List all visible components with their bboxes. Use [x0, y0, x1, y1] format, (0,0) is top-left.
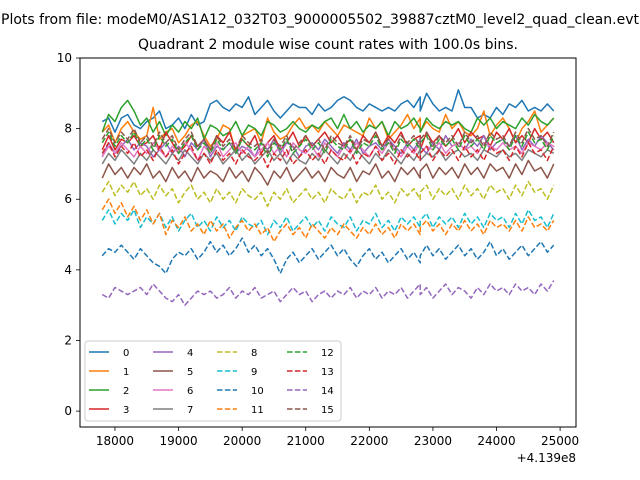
x-tick-label: 19000 [159, 434, 197, 448]
x-tick-label: 22000 [350, 434, 388, 448]
y-tick-label: 4 [64, 263, 72, 277]
legend-label-7: 7 [187, 405, 193, 416]
y-tick-label: 8 [64, 122, 72, 136]
legend-label-15: 15 [321, 405, 334, 416]
legend-label-2: 2 [123, 386, 129, 397]
series-line-15 [101, 127, 555, 155]
series-layer [101, 89, 555, 306]
axis-ticks: 18000 19000 20000 21000 22000 23000 24000 25000… [57, 51, 579, 448]
legend-label-11: 11 [251, 405, 264, 416]
series-line-13 [101, 142, 555, 169]
legend-label-6: 6 [187, 386, 193, 397]
legend-label-4: 4 [187, 348, 193, 359]
legend-label-3: 3 [123, 405, 129, 416]
figure-suptitle: Plots from file: modeM0/AS1A12_032T03_90… [1, 12, 639, 28]
series-line-5 [101, 159, 555, 186]
plot-frame [79, 57, 577, 428]
y-tick-label: 10 [57, 51, 72, 65]
x-tick-label: 23000 [414, 434, 452, 448]
series-line-10 [101, 237, 555, 275]
y-tick-label: 2 [64, 333, 72, 347]
series-line-1 [101, 106, 555, 155]
series-line-8 [101, 180, 555, 208]
series-line-12 [101, 131, 555, 158]
legend-label-14: 14 [321, 386, 334, 397]
legend-label-5: 5 [187, 367, 193, 378]
chart-title: Quadrant 2 module wise count rates with … [138, 37, 518, 53]
legend-label-8: 8 [251, 348, 257, 359]
series-line-11 [101, 198, 555, 243]
legend-label-1: 1 [123, 367, 129, 378]
x-tick-label: 24000 [477, 434, 515, 448]
x-tick-label: 18000 [96, 434, 134, 448]
legend-label-12: 12 [321, 348, 334, 359]
legend-box [84, 340, 342, 422]
y-tick-label: 0 [64, 404, 72, 418]
legend-label-9: 9 [251, 367, 257, 378]
x-offset-label: +4.139e8 [517, 451, 576, 465]
series-line-2 [101, 99, 555, 140]
series-line-14 [101, 280, 555, 306]
x-tick-label: 25000 [541, 434, 579, 448]
y-tick-label: 6 [64, 192, 72, 206]
legend-label-13: 13 [321, 367, 334, 378]
x-tick-label: 21000 [287, 434, 325, 448]
x-tick-label: 20000 [223, 434, 261, 448]
series-line-4 [101, 134, 555, 158]
series-line-7 [101, 149, 555, 165]
series-line-9 [101, 209, 555, 236]
legend-label-0: 0 [123, 348, 129, 359]
legend-label-10: 10 [251, 386, 264, 397]
